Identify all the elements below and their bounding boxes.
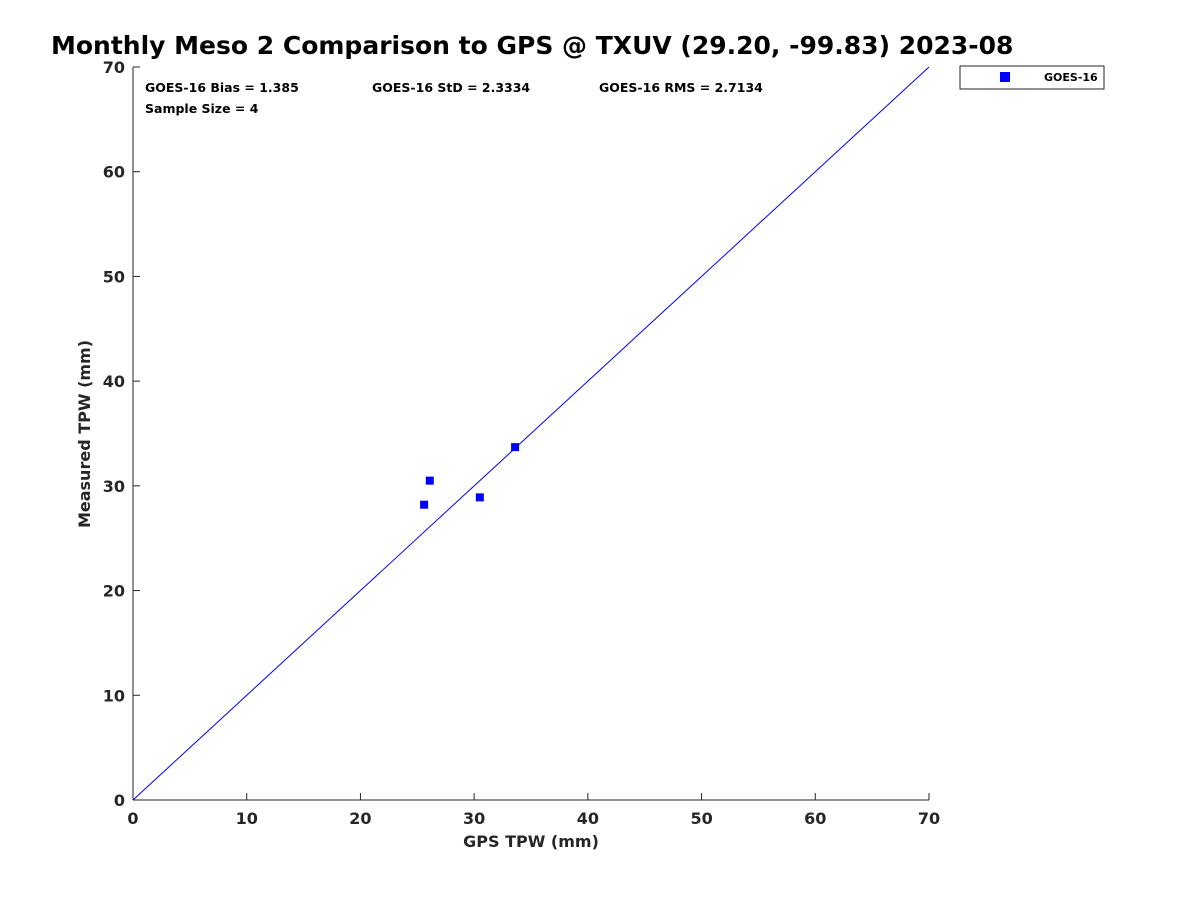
y-tick-label: 70 <box>103 58 125 77</box>
x-tick-label: 40 <box>577 809 599 828</box>
x-tick-label: 0 <box>127 809 138 828</box>
legend-marker <box>1000 72 1010 82</box>
data-point <box>475 493 484 502</box>
stat-bias: GOES-16 Bias = 1.385 <box>145 80 299 95</box>
y-tick-label: 20 <box>103 582 125 601</box>
stat-std: GOES-16 StD = 2.3334 <box>372 80 530 95</box>
x-tick-label: 60 <box>804 809 826 828</box>
legend-box <box>959 65 1105 90</box>
x-tick-label: 70 <box>918 809 940 828</box>
y-tick-label: 0 <box>114 791 125 810</box>
data-point <box>511 443 520 452</box>
stat-rms: GOES-16 RMS = 2.7134 <box>599 80 763 95</box>
y-axis-label: Measured TPW (mm) <box>75 340 94 528</box>
legend-label: GOES-16 <box>1044 71 1098 84</box>
one-to-one-line <box>132 66 930 801</box>
data-points <box>420 443 520 509</box>
chart-title: Monthly Meso 2 Comparison to GPS @ TXUV … <box>51 31 1013 60</box>
reference-line-group <box>132 66 930 801</box>
data-point <box>420 500 429 509</box>
stats-annotations: GOES-16 Bias = 1.385 GOES-16 StD = 2.333… <box>145 80 763 116</box>
y-tick-label: 40 <box>103 372 125 391</box>
axes <box>132 67 929 801</box>
x-tick-label: 10 <box>236 809 258 828</box>
x-tick-label: 50 <box>690 809 712 828</box>
stat-sample-size: Sample Size = 4 <box>145 101 259 116</box>
ticks: 0 10 20 30 40 50 60 70 0 10 20 30 40 50 60 70 <box>103 58 940 828</box>
y-tick-label: 10 <box>103 686 125 705</box>
y-tick-label: 30 <box>103 477 125 496</box>
x-axis-label: GPS TPW (mm) <box>463 832 599 851</box>
y-tick-label: 60 <box>103 163 125 182</box>
y-tick-label: 50 <box>103 267 125 286</box>
x-tick-label: 30 <box>463 809 485 828</box>
data-point <box>425 476 434 485</box>
x-tick-label: 20 <box>349 809 371 828</box>
legend: GOES-16 <box>959 65 1105 90</box>
